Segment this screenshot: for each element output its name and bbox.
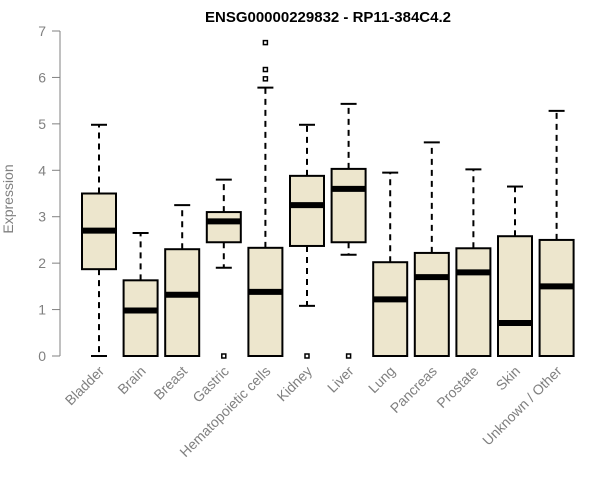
box-11: [538, 109, 575, 357]
y-axis-label: Expression: [0, 164, 16, 233]
box-iqr: [247, 246, 284, 357]
box-iqr: [413, 251, 450, 357]
y-tick-label: 6: [38, 69, 46, 85]
box-4: [247, 39, 284, 357]
x-tick-label: Skin: [493, 363, 524, 394]
y-axis: 0 1 2 3 4 5 6 7: [38, 23, 61, 364]
box-iqr: [372, 261, 409, 358]
box-2: [164, 204, 201, 357]
outlier-point: [345, 353, 352, 359]
outlier-point: [221, 353, 227, 359]
x-tick-label: Bladder: [62, 363, 108, 409]
box-1: [122, 231, 159, 358]
box-9: [455, 168, 492, 358]
box-iqr: [538, 238, 575, 357]
y-tick-label: 3: [38, 209, 46, 225]
x-tick-label: Kidney: [274, 363, 316, 405]
x-tick-label: Liver: [324, 363, 357, 396]
box-iqr: [455, 247, 492, 358]
outlier-point: [262, 39, 269, 46]
outlier-point: [304, 353, 310, 359]
box-iqr: [205, 211, 242, 244]
box-10: [497, 185, 533, 357]
box-5: [289, 123, 325, 359]
box-iqr: [164, 248, 201, 357]
x-tick-label: Lung: [365, 363, 398, 396]
outlier-point: [262, 66, 269, 73]
y-tick-label: 7: [38, 23, 46, 39]
boxes-group: [81, 39, 575, 359]
y-tick-label: 0: [38, 348, 46, 364]
box-iqr: [122, 279, 159, 358]
box-iqr: [330, 167, 367, 244]
box-8: [413, 141, 450, 357]
box-3: [205, 178, 242, 359]
box-0: [81, 123, 117, 357]
x-tick-label: Breast: [150, 363, 190, 403]
x-tick-label: Brain: [114, 363, 148, 397]
box-iqr: [497, 235, 533, 357]
box-6: [330, 102, 367, 359]
x-tick-label: Prostate: [433, 363, 481, 411]
x-tick-label: Unknown / Other: [479, 363, 565, 449]
outlier-point: [262, 76, 269, 82]
box-iqr: [289, 174, 325, 247]
y-tick-label: 1: [38, 302, 46, 318]
y-tick-label: 5: [38, 116, 46, 132]
y-tick-label: 2: [38, 255, 46, 271]
chart-title: ENSG00000229832 - RP11-384C4.2: [205, 9, 451, 26]
box-7: [372, 171, 409, 358]
y-tick-label: 4: [38, 162, 46, 178]
